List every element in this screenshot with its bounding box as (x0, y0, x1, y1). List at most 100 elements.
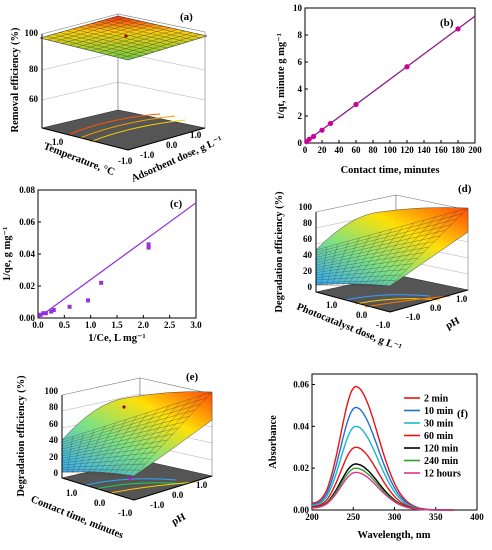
panel-b-point (310, 133, 317, 140)
panel-a-label: (a) (180, 11, 193, 23)
panel-b-label: (b) (440, 17, 454, 29)
panel-d-ztick-3: 60 (303, 234, 313, 244)
panel-c-point (49, 309, 54, 314)
xtick-label: 0 (303, 145, 308, 155)
panel-d-ztick-4: 80 (303, 218, 313, 228)
mesh-line (384, 210, 458, 287)
mesh-line (123, 398, 191, 476)
ytick-label: 0.04 (293, 421, 309, 431)
mesh-line (61, 391, 213, 441)
mesh-line (315, 235, 441, 263)
panel-a-axis-y (127, 127, 206, 151)
panel-c-point (146, 245, 151, 250)
panel-b-point (455, 26, 461, 32)
xtick-label: 80 (369, 145, 379, 155)
xtick-label: 2.5 (164, 320, 176, 330)
mesh-line (373, 216, 436, 286)
panel-f-xlabel: Wavelength, nm (358, 530, 431, 541)
panel-a-xlabel: Temperature, °C (42, 141, 116, 178)
panel-a-contours (69, 113, 186, 143)
mesh-line (61, 421, 185, 452)
mesh-line (368, 219, 425, 286)
panel-c-point (51, 308, 56, 312)
panel-d-ztick-0: 0 (308, 282, 313, 292)
mesh-line (61, 403, 201, 445)
panel-c-point (86, 298, 91, 303)
panel-b-ylabel: t/qt, minute g mg⁻¹ (276, 33, 287, 119)
legend-entry: 240 min (424, 456, 459, 467)
panel-b-point (404, 64, 410, 70)
panel-a-ztick-2: 100 (25, 28, 39, 38)
panel-a-surface-mesh (39, 15, 208, 61)
panel-e-ytick-0: -1.0 (150, 500, 165, 510)
panel-d-ztick-5: 100 (299, 202, 313, 212)
panel-e-surface (61, 391, 213, 477)
panel-f-label: (f) (457, 408, 468, 420)
mesh-line (97, 415, 138, 475)
panel-d-xtick-2: -1.0 (376, 320, 391, 330)
xtick-label: 160 (434, 145, 448, 155)
panel-d-zlabel: Degradation efficiency (%) (274, 191, 285, 313)
panel-d-surface (315, 207, 469, 287)
ytick-label: 6 (298, 57, 303, 67)
ytick-label: 0 (298, 138, 303, 148)
mesh-line (315, 224, 452, 258)
panel-c-ticks: 0.0 0.5 1.0 1.5 2.0 2.5 3.0 0.00 0.02 0.04 0.06 0.0… (19, 185, 202, 330)
panel-c-point (38, 312, 43, 317)
mesh-line (127, 35, 208, 61)
mesh-line (358, 225, 404, 286)
panel-e-ztick-1: 20 (49, 452, 59, 462)
xtick-label: 1.5 (111, 320, 123, 330)
panel-e-ztick-0: 0 (54, 468, 59, 478)
panel-c-point (99, 280, 104, 285)
xtick-label: 60 (352, 145, 362, 155)
panel-d-xtick-0: 1.0 (326, 300, 338, 310)
panel-c-points (38, 242, 151, 317)
mesh-line (389, 207, 469, 287)
ytick-label: 4 (298, 84, 303, 94)
xtick-label: 120 (400, 145, 414, 155)
panel-e-surface-mesh (61, 391, 213, 477)
panel-c-fit-line (37, 202, 197, 319)
panel-b-point (319, 127, 325, 133)
legend-entry: 12 hours (424, 469, 461, 480)
panel-c-point (43, 311, 48, 316)
mesh-line (61, 397, 207, 443)
panel-a-ztick-0: 60 (29, 94, 39, 104)
mesh-line (363, 222, 414, 286)
xtick-label: 0.5 (59, 320, 71, 330)
panel-d-ylabel: pH (444, 316, 462, 332)
legend-entry: 60 min (424, 431, 454, 442)
panel-e: (e) 0 20 40 60 80 100 Degradation effici… (16, 371, 214, 541)
xtick-label: 140 (417, 145, 431, 155)
panel-e-design-point (128, 476, 132, 480)
mesh-line (379, 213, 447, 287)
ytick-label: 0.06 (19, 217, 35, 227)
panel-b-ticks: 0 20 40 60 80 100 120 140 160 180 200 0 2 4 6 8 10 (293, 3, 482, 155)
xtick-label: 3.0 (190, 320, 202, 330)
panel-e-ztick-5: 100 (45, 386, 59, 396)
mesh-line (133, 391, 213, 477)
panel-e-contours (85, 478, 197, 494)
panel-a-ytick-1: 0.0 (166, 140, 178, 150)
panel-e-xlabel: Contact time, minutes (29, 494, 125, 541)
panel-a-xtick-0: 1.0 (52, 137, 64, 147)
panel-f-ticks: 200 250 300 350 400 0.00 0.02 0.04 0.06 (293, 379, 484, 522)
ytick-label: 0.02 (19, 281, 35, 291)
mesh-line (113, 32, 193, 57)
panel-c-label: (c) (170, 198, 183, 210)
xtick-label: 200 (468, 145, 482, 155)
legend-entry: 10 min (424, 406, 454, 417)
panel-d-surface-mesh (315, 207, 469, 287)
panel-c-xlabel: 1/Ce, L mg⁻¹ (88, 333, 145, 344)
ytick-label: 0.04 (19, 249, 35, 259)
panel-d-ytick-0: -1.0 (406, 312, 421, 322)
mesh-line (117, 15, 208, 37)
mesh-line (120, 34, 200, 59)
panel-d-ztick-1: 20 (303, 266, 313, 276)
panel-d-xtick-1: 0.0 (356, 310, 368, 320)
panel-b-point (306, 136, 312, 142)
ytick-label: 0.00 (293, 505, 309, 515)
panel-e-ylabel: pH (170, 512, 188, 528)
